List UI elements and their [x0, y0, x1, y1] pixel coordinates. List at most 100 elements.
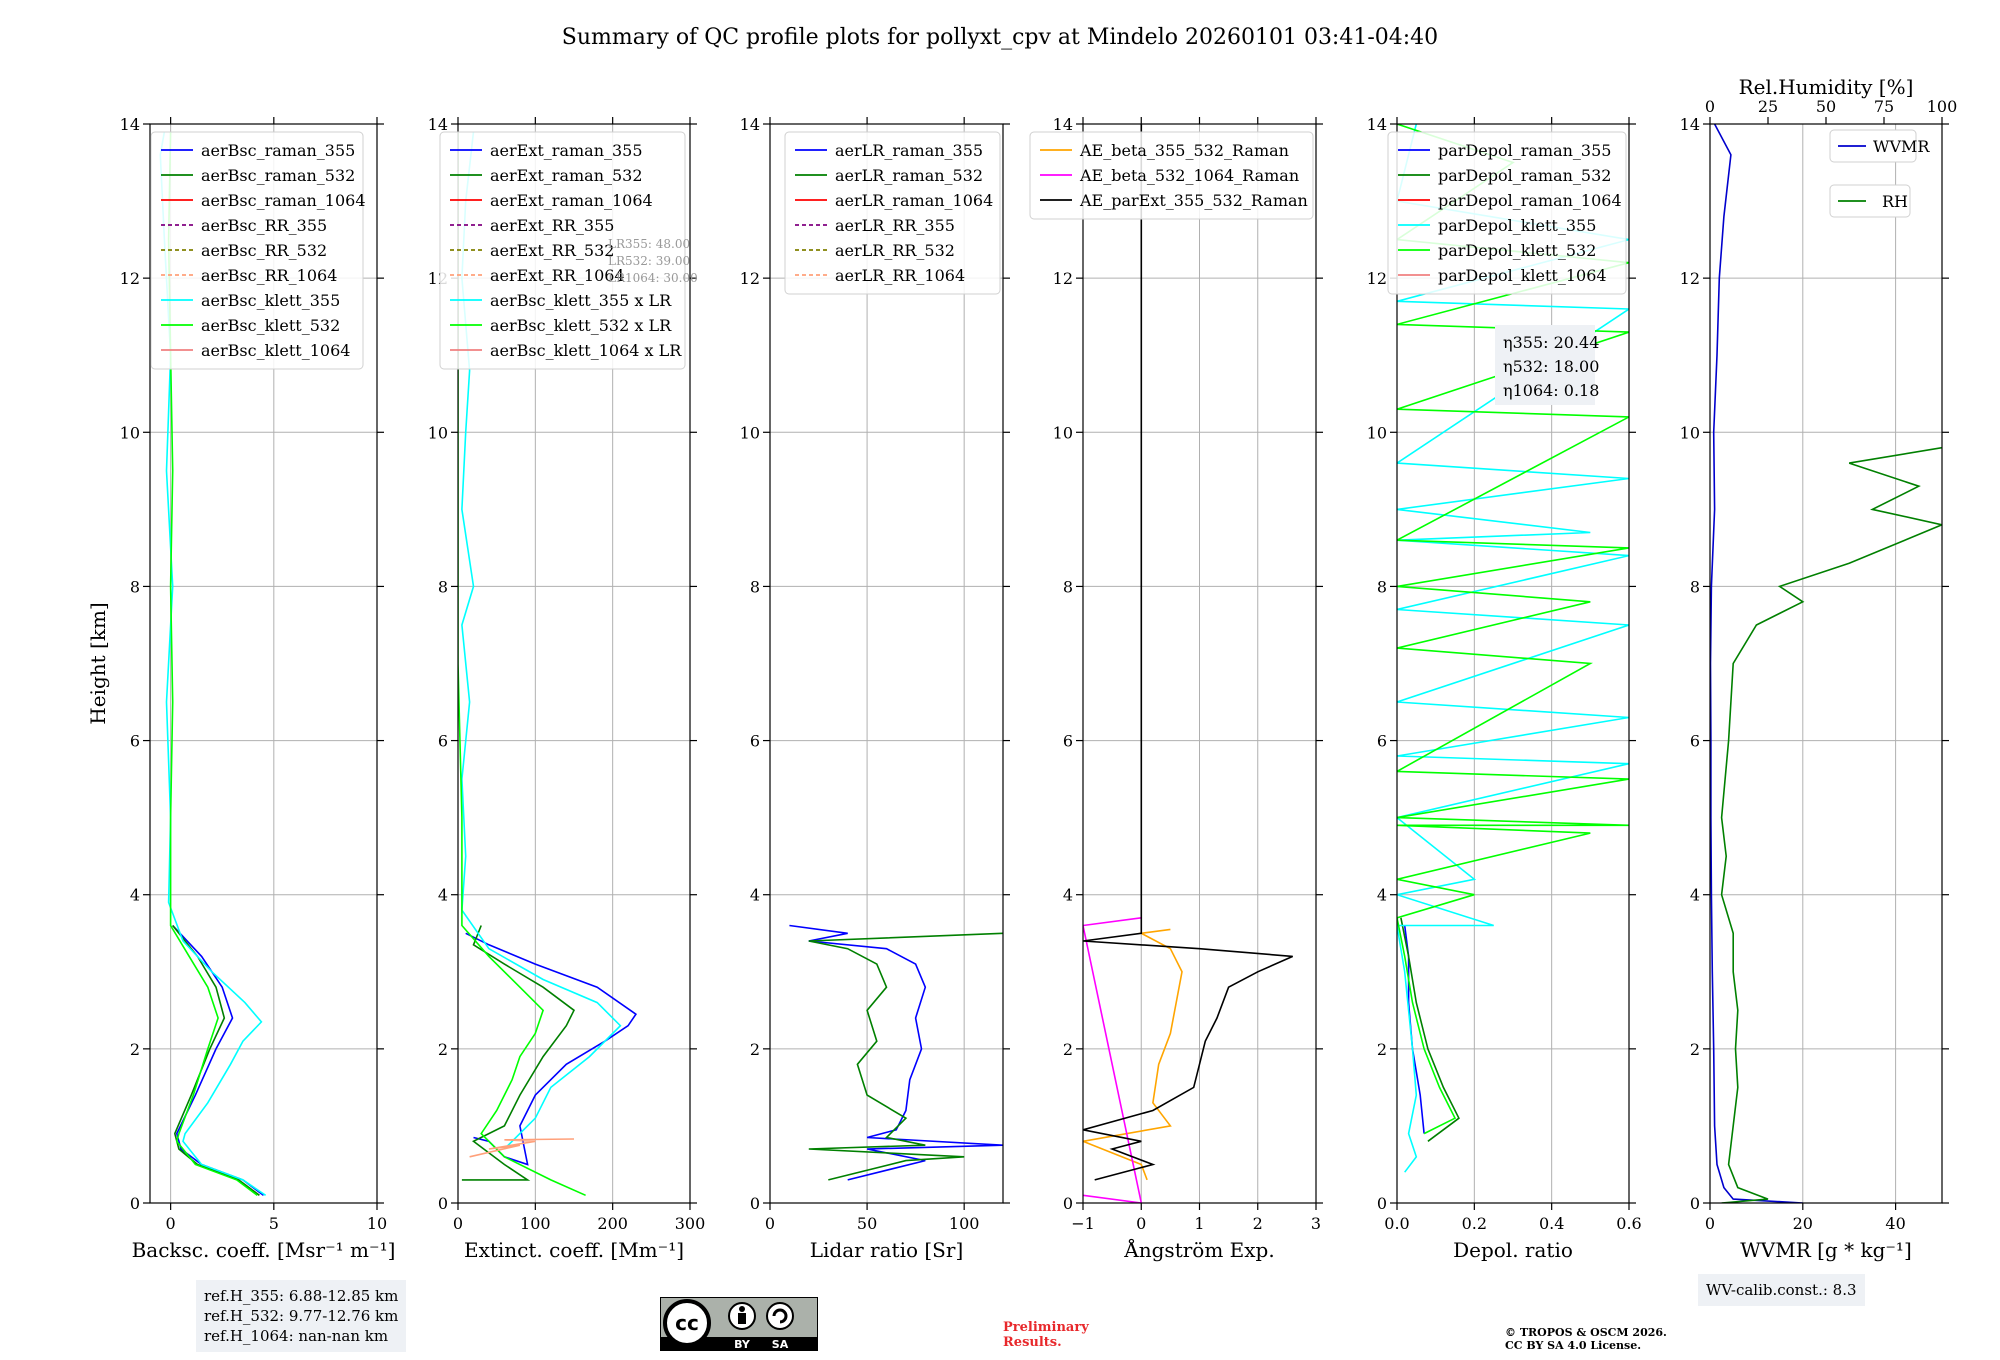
legend-label: aerLR_raman_1064 — [835, 191, 993, 210]
x-tick-label: 100 — [949, 1214, 980, 1233]
panel-lidar_ratio: 0 50 100 0 2 4 6 8 10 12 14 Lidar ratio [Sr] aerLR_r… — [740, 115, 1010, 1262]
legend-box — [784, 131, 1001, 295]
legend-label: aerBsc_RR_532 — [201, 241, 327, 260]
series-aerBsc_raman_532 — [172, 924, 260, 1196]
legend-label: aerExt_RR_532 — [490, 241, 614, 260]
y-tick-label: 4 — [1377, 886, 1387, 905]
legend: aerLR_raman_355 aerLR_raman_532 aerLR_rama… — [784, 131, 1001, 295]
y-tick-label: 0 — [750, 1194, 760, 1213]
series-AE_parExt_355_532_Raman — [1083, 124, 1294, 1181]
y-tick-label: 14 — [1053, 115, 1073, 134]
series-aerExt_RR_1064 — [469, 1138, 575, 1158]
plot-frame — [1709, 123, 1943, 1204]
y-tick-label: 10 — [1053, 423, 1073, 442]
plot-frame — [457, 123, 691, 1204]
legend: parDepol_raman_355 parDepol_raman_532 parD… — [1387, 131, 1627, 295]
y-tick-label: 14 — [740, 115, 760, 134]
y-tick-label: 0 — [1690, 1194, 1700, 1213]
top-x-tick-label: 0 — [1705, 97, 1715, 116]
y-tick-label: 2 — [1063, 1040, 1073, 1059]
legend-label: parDepol_klett_532 — [1438, 241, 1596, 260]
legend-label: aerBsc_RR_355 — [201, 216, 327, 235]
series-aerBsc_klett_355 — [159, 131, 267, 1196]
legend-label: aerBsc_klett_1064 — [201, 341, 350, 360]
legend-label: aerBsc_klett_355 x LR — [490, 291, 672, 310]
x-tick-label: 0 — [166, 1214, 176, 1233]
series-WVMR — [1710, 124, 1803, 1203]
legend-label: aerLR_RR_1064 — [835, 266, 965, 285]
y-tick-label: 14 — [1367, 115, 1387, 134]
legend-label: aerLR_RR_532 — [835, 241, 955, 260]
y-tick-label: 14 — [1680, 115, 1700, 134]
legend-label: parDepol_klett_355 — [1438, 216, 1596, 235]
y-tick-label: 6 — [750, 732, 760, 751]
x-tick-label: 0 — [453, 1214, 463, 1233]
y-tick-label: 8 — [750, 577, 760, 596]
y-tick-label: 0 — [130, 1194, 140, 1213]
x-tick-label: 100 — [520, 1214, 551, 1233]
eta-annotation-bg — [1495, 325, 1595, 405]
y-tick-label: 2 — [130, 1040, 140, 1059]
y-tick-label: 0 — [1063, 1194, 1073, 1213]
wv-calibration-box: WV-calib.const.: 8.3 — [1698, 1274, 1865, 1306]
legend-label: aerLR_raman_532 — [835, 166, 983, 185]
y-tick-label: 8 — [1063, 577, 1073, 596]
y-tick-label: 10 — [740, 423, 760, 442]
y-axis-label: Height [km] — [86, 602, 110, 724]
lidar-ratio-annotation: LR355: 48.00 — [608, 237, 690, 251]
cc-by-label: BY — [734, 1338, 751, 1351]
series-aerBsc_klett_532 x LR — [458, 131, 586, 1197]
attribution-icon-head — [739, 1306, 745, 1312]
series-parDepol_raman_532 — [1400, 917, 1460, 1142]
y-tick-label: 2 — [1377, 1040, 1387, 1059]
y-tick-label: 6 — [130, 732, 140, 751]
legend-label: parDepol_raman_1064 — [1438, 191, 1622, 210]
y-tick-label: 6 — [438, 732, 448, 751]
x-tick-label: 40 — [1885, 1214, 1905, 1233]
preliminary-note: Preliminary Results. — [1003, 1320, 1089, 1350]
legend-label: aerBsc_RR_1064 — [201, 266, 337, 285]
panel-backscatter: 0 5 10 0 2 4 6 8 10 12 14 Backsc. coeff. [Msr⁻¹ m⁻¹… — [86, 115, 395, 1262]
panel-depol: 0.0 0.2 0.4 0.6 0 2 4 6 8 10 12 14 Depol. ratio parDe… — [1367, 115, 1642, 1262]
x-tick-label: 300 — [675, 1214, 706, 1233]
legend-label: aerExt_raman_355 — [490, 141, 643, 160]
legend-box — [1387, 131, 1627, 295]
x-tick-label: 3 — [1311, 1214, 1321, 1233]
x-tick-label: 0.4 — [1539, 1214, 1564, 1233]
series-aerLR_raman_532 — [808, 932, 1003, 1181]
share-alike-icon-arc — [772, 1308, 788, 1324]
legend-box — [150, 131, 364, 370]
legend: AE_beta_355_532_Raman AE_beta_532_1064_Ra… — [1029, 131, 1314, 220]
y-tick-label: 6 — [1377, 732, 1387, 751]
legend-label: AE_parExt_355_532_Raman — [1079, 191, 1308, 210]
legend-label: aerBsc_klett_532 — [201, 316, 340, 335]
series-aerBsc_klett_355 x LR — [461, 131, 622, 1150]
preliminary-line-1: Preliminary — [1003, 1320, 1089, 1335]
legend-label: RH — [1882, 192, 1908, 211]
x-axis-label: WVMR [g * kg⁻¹] — [1740, 1238, 1912, 1262]
plot-frame — [149, 123, 378, 1204]
y-tick-label: 12 — [120, 269, 140, 288]
x-tick-label: 0.2 — [1462, 1214, 1487, 1233]
legend-label: aerExt_RR_1064 — [490, 266, 625, 285]
legend-box — [1829, 129, 1917, 163]
legend-label: parDepol_raman_355 — [1438, 141, 1611, 160]
y-tick-label: 10 — [428, 423, 448, 442]
wv-calib-const: WV-calib.const.: 8.3 — [1706, 1281, 1857, 1299]
legend-label: aerBsc_klett_1064 x LR — [490, 341, 682, 360]
y-tick-label: 14 — [120, 115, 140, 134]
share-alike-icon — [766, 1302, 794, 1330]
y-tick-label: 12 — [1053, 269, 1073, 288]
legend-label: aerBsc_klett_355 — [201, 291, 340, 310]
x-tick-label: 10 — [367, 1214, 387, 1233]
legend-rh: RH — [1829, 184, 1911, 218]
y-tick-label: 0 — [438, 1194, 448, 1213]
y-tick-label: 12 — [1680, 269, 1700, 288]
series-aerBsc_klett_532 — [167, 131, 258, 1196]
legend-label: AE_beta_532_1064_Raman — [1079, 166, 1299, 185]
y-tick-label: 2 — [1690, 1040, 1700, 1059]
figure-title: Summary of QC profile plots for pollyxt_… — [562, 25, 1438, 50]
